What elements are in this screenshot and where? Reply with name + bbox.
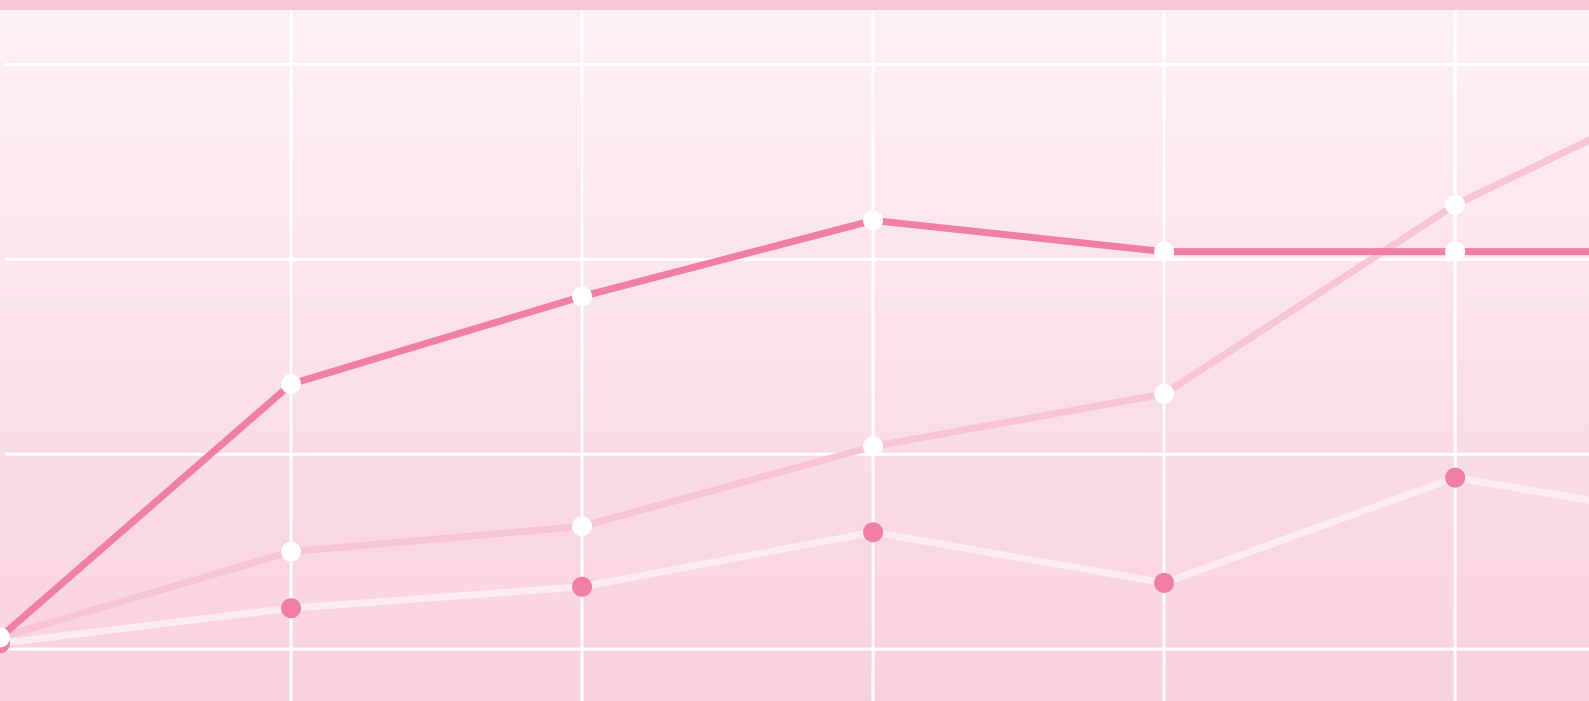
point-marker: [1445, 194, 1466, 215]
point-marker: [281, 541, 302, 562]
point-marker: [863, 436, 884, 457]
point-marker: [1445, 467, 1466, 488]
point-marker: [863, 522, 884, 543]
point-marker: [572, 576, 593, 597]
point-marker: [1154, 572, 1175, 593]
point-marker: [572, 516, 593, 537]
point-marker: [572, 286, 593, 307]
point-marker: [0, 627, 10, 648]
plot-area: [0, 136, 1589, 654]
grid: [5, 10, 1589, 701]
point-marker: [863, 210, 884, 231]
point-marker: [281, 598, 302, 619]
point-marker: [1445, 241, 1466, 262]
top-strip: [0, 0, 1589, 10]
point-marker: [281, 374, 302, 395]
point-marker: [1154, 241, 1175, 262]
point-marker: [1154, 383, 1175, 404]
